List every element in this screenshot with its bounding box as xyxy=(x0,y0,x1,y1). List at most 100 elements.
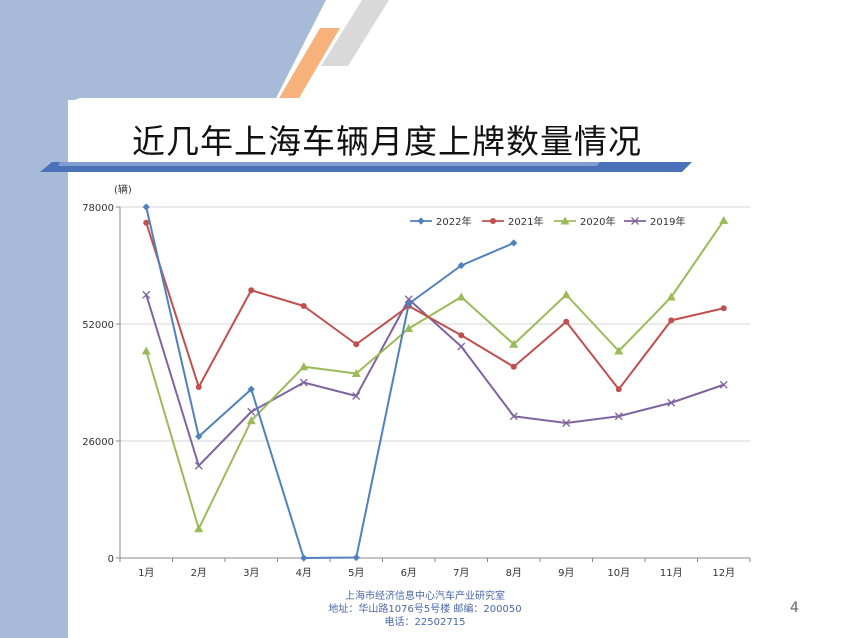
data-point xyxy=(719,380,728,389)
data-point xyxy=(195,384,202,390)
x-tick-label: 1月 xyxy=(138,567,154,579)
footer-line-3: 电话：22502715 xyxy=(384,617,466,628)
data-point-stroke xyxy=(194,461,203,470)
chart-legend: 2022年 2021年 2020年 2019年 xyxy=(410,215,685,228)
data-point xyxy=(509,412,518,421)
data-point xyxy=(248,287,255,294)
x-tick-label: 2月 xyxy=(191,567,207,579)
data-point xyxy=(404,324,414,332)
data-point xyxy=(615,386,622,393)
series-line xyxy=(145,206,515,559)
data-point xyxy=(490,218,496,224)
title-underline-highlight xyxy=(58,162,600,166)
data-point xyxy=(631,217,639,225)
legend-label: 2022年 xyxy=(436,215,471,228)
line-chart: (辆) 0 26000 52000 78000 1月 2月 3月 4月 5月 6月 7月 8月 9月 10… xyxy=(82,183,751,579)
series-group xyxy=(142,290,728,470)
x-tick-label: 9月 xyxy=(558,567,574,579)
series-line xyxy=(145,222,724,391)
x-tick-label: 3月 xyxy=(243,567,259,579)
data-point-stroke xyxy=(299,378,308,387)
side-band xyxy=(0,0,68,638)
x-tick-label: 4月 xyxy=(296,567,312,579)
data-point xyxy=(299,362,309,371)
data-point xyxy=(668,317,675,324)
data-point-stroke xyxy=(404,295,413,304)
data-point xyxy=(300,554,308,562)
series-group xyxy=(143,219,727,393)
data-point xyxy=(458,332,465,339)
data-point xyxy=(562,419,571,427)
y-unit-label: (辆) xyxy=(114,183,132,196)
data-point-stroke xyxy=(509,412,518,421)
footer-line-2: 地址：华山路1076号5号楼 邮编：200050 xyxy=(328,604,522,615)
y-tick-label: 26000 xyxy=(82,437,114,448)
legend-label: 2020年 xyxy=(580,215,615,228)
data-point xyxy=(195,432,203,441)
data-point xyxy=(457,261,465,270)
data-point xyxy=(194,524,204,533)
data-point xyxy=(247,407,256,416)
blue-stripe xyxy=(0,0,326,100)
data-point xyxy=(194,461,203,470)
data-point xyxy=(510,239,518,247)
title-underline xyxy=(40,162,692,172)
x-tick-label: 11月 xyxy=(660,567,683,579)
data-point-stroke xyxy=(562,419,571,427)
data-point xyxy=(352,553,360,562)
data-point-stroke xyxy=(631,217,639,225)
data-point xyxy=(719,216,729,224)
data-point xyxy=(353,341,360,348)
data-point xyxy=(563,318,570,325)
data-point xyxy=(247,385,255,393)
data-point-stroke xyxy=(614,412,623,421)
x-tick-label: 7月 xyxy=(453,567,469,579)
data-point xyxy=(142,203,150,211)
series-lines xyxy=(141,203,729,562)
data-point-stroke xyxy=(142,290,151,299)
series-line xyxy=(145,294,725,467)
data-point xyxy=(509,339,519,348)
data-point xyxy=(405,300,413,308)
x-tick-label: 8月 xyxy=(506,567,522,579)
data-point xyxy=(614,412,623,421)
data-point xyxy=(246,416,256,425)
data-point xyxy=(560,216,570,225)
page-number: 4 xyxy=(790,600,799,616)
slide-title: 近几年上海车辆月度上牌数量情况 xyxy=(132,122,642,161)
data-point xyxy=(352,392,361,400)
footer-contact: 上海市经济信息中心汽车产业研究室 地址：华山路1076号5号楼 邮编：20005… xyxy=(300,590,550,629)
data-point-stroke xyxy=(667,398,676,407)
data-point xyxy=(561,290,571,299)
data-point xyxy=(141,346,151,355)
data-point xyxy=(456,292,466,301)
data-point xyxy=(351,369,361,377)
data-point xyxy=(457,342,466,351)
data-point xyxy=(142,290,151,299)
data-point xyxy=(666,292,676,301)
x-tick-label: 5月 xyxy=(348,567,364,579)
y-tick-label: 52000 xyxy=(82,320,114,331)
data-point-stroke xyxy=(719,380,728,389)
data-point xyxy=(720,305,727,312)
series-group xyxy=(141,216,729,533)
data-point-stroke xyxy=(457,342,466,351)
footer-line-1: 上海市经济信息中心汽车产业研究室 xyxy=(345,591,505,602)
x-tick-label: 12月 xyxy=(712,567,735,579)
data-point-stroke xyxy=(352,392,361,400)
slide-card xyxy=(68,98,850,638)
orange-stripe xyxy=(278,28,340,100)
x-tick-label: 6月 xyxy=(401,567,417,579)
data-point-stroke xyxy=(247,407,256,416)
decorative-stripes xyxy=(0,0,389,100)
y-tick-label: 78000 xyxy=(82,203,114,214)
data-point xyxy=(143,219,150,226)
series-line xyxy=(145,219,725,530)
gray-stripe xyxy=(321,0,389,66)
y-tick-label: 0 xyxy=(108,554,114,565)
data-point xyxy=(300,303,307,309)
series-group xyxy=(142,203,518,562)
legend-label: 2019年 xyxy=(650,215,685,228)
data-point xyxy=(299,378,308,387)
data-point xyxy=(510,363,517,370)
